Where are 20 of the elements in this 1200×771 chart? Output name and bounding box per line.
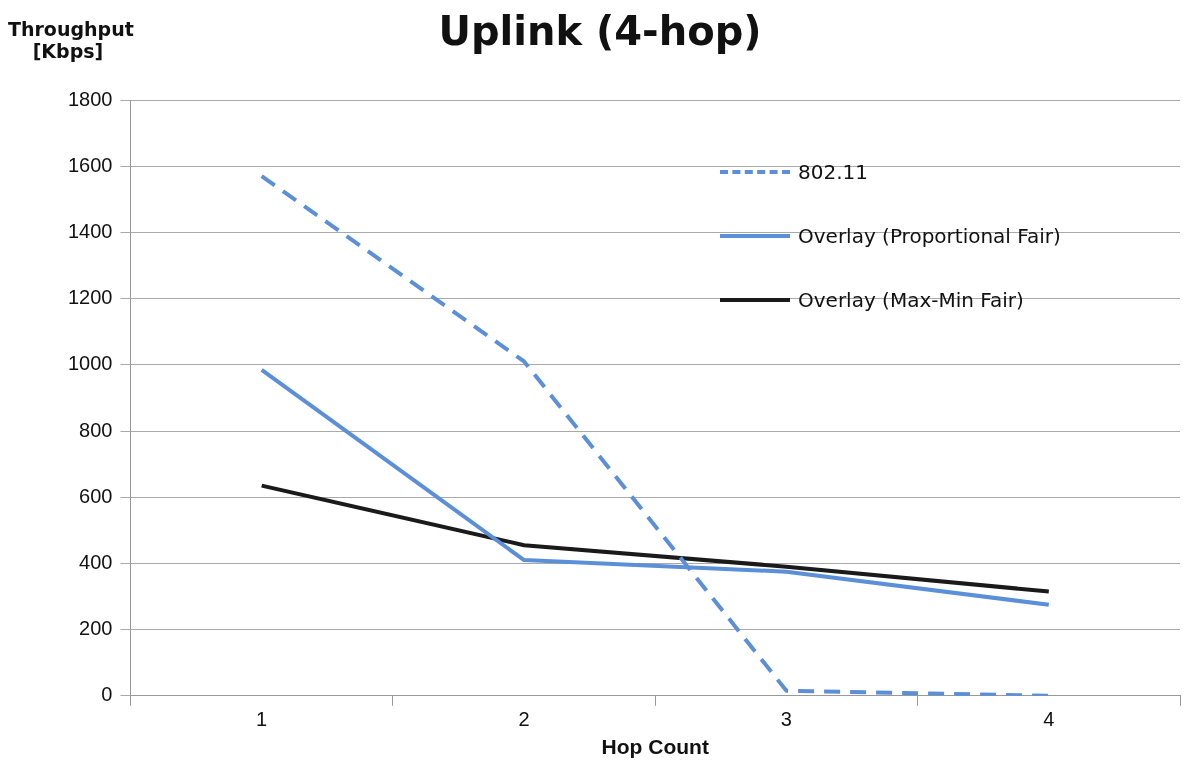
y-tick-label: 1200 <box>67 286 113 309</box>
x-tick-label: 3 <box>780 708 792 731</box>
legend-label: Overlay (Max-Min Fair) <box>798 288 1024 312</box>
x-tick-label: 2 <box>518 708 530 731</box>
x-tick-label: 1 <box>256 708 268 731</box>
y-tick-label: 1400 <box>67 219 113 242</box>
y-tick-label: 600 <box>79 484 113 507</box>
y-tick-label: 1600 <box>67 153 113 176</box>
legend-label: Overlay (Proportional Fair) <box>798 224 1061 248</box>
y-axis-title: Throughput [Kbps] <box>8 18 134 62</box>
x-tick-label: 4 <box>1043 708 1055 731</box>
y-tick-label: 400 <box>79 550 113 573</box>
y-tick-label: 1000 <box>67 352 113 375</box>
y-tick-label: 1800 <box>67 87 113 110</box>
y-tick-label: 800 <box>79 418 113 441</box>
y-tick-label: 0 <box>101 683 113 706</box>
y-tick-label: 200 <box>79 617 113 640</box>
chart-title: Uplink (4-hop) <box>438 8 762 54</box>
x-axis-title: Hop Count <box>601 735 709 759</box>
legend-label: 802.11 <box>798 160 868 184</box>
